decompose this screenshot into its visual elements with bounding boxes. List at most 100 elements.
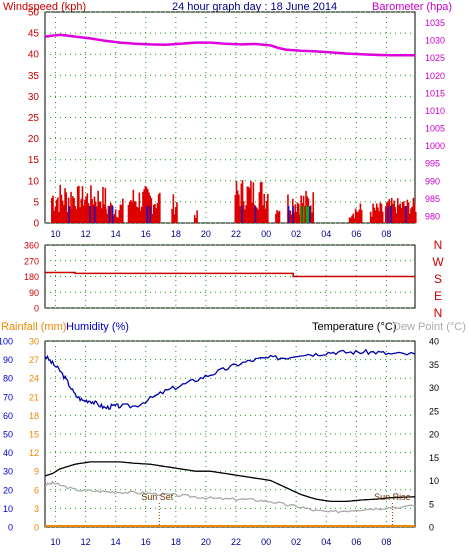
wind-bar	[173, 214, 176, 223]
wind-bar	[404, 206, 406, 223]
wind-bar	[97, 190, 99, 223]
wind-bar	[98, 201, 101, 223]
wind-x-tick-label: 10	[51, 229, 61, 239]
baro-tick-label: 1015	[425, 88, 445, 98]
wind-bar	[350, 217, 352, 223]
wind-bar	[380, 203, 383, 223]
wind-bar	[311, 212, 313, 223]
wind-bar	[372, 203, 374, 223]
wind-bar	[128, 201, 131, 223]
wind-bar	[57, 197, 59, 223]
wind-x-tick-label: 04	[321, 229, 331, 239]
wind-bar	[375, 203, 378, 223]
wind-bar	[78, 185, 80, 223]
wind-bar	[138, 192, 141, 223]
wind-bar	[304, 206, 306, 223]
wind-bar	[265, 200, 268, 223]
wind-bar	[127, 204, 130, 223]
wind-bar	[381, 211, 384, 223]
wind-bar	[242, 201, 245, 223]
wind-bar	[413, 203, 416, 223]
direction-line	[45, 271, 415, 278]
wind-bar	[276, 210, 278, 223]
wind-bar	[74, 205, 77, 223]
wind-bar	[258, 192, 261, 223]
wind-bar	[236, 190, 239, 223]
wind-x-tick-label: 14	[111, 229, 121, 239]
wind-bar	[358, 209, 361, 223]
wind-bar	[251, 202, 253, 223]
wind-bar	[310, 205, 312, 223]
temp-x-tick-label: 14	[111, 537, 121, 547]
direction-tick-label: 0	[34, 304, 39, 314]
barometer-title: Barometer (hpa)	[372, 1, 452, 13]
wind-bar	[54, 206, 57, 223]
wind-bar	[133, 201, 136, 223]
baro-tick-label: 1010	[425, 106, 445, 116]
temp-tick-label: 40	[429, 337, 439, 347]
wind-bar	[72, 196, 74, 223]
wind-bar	[415, 211, 417, 223]
wind-tick-label: 15	[28, 155, 40, 166]
rain-tick-label: 15	[29, 430, 39, 440]
wind-tick-label: 20	[28, 134, 40, 145]
wind-bar	[406, 199, 409, 223]
wind-bar	[399, 203, 401, 223]
temp-tick-label: 10	[429, 476, 439, 486]
wind-bar	[144, 185, 147, 223]
compass-label: N	[434, 238, 443, 252]
wind-bar	[393, 200, 395, 223]
baro-tick-label: 995	[425, 159, 440, 169]
wind-bar	[379, 202, 382, 223]
wind-bar	[378, 211, 380, 223]
temp-x-tick-label: 06	[351, 537, 361, 547]
wind-x-tick-label: 08	[381, 229, 391, 239]
wind-bar	[134, 201, 137, 223]
wind-bar	[143, 189, 145, 223]
temp-x-tick-label: 04	[321, 537, 331, 547]
wind-bar	[411, 206, 413, 223]
baro-tick-label: 1020	[425, 71, 445, 81]
wind-bar	[354, 208, 357, 223]
wind-bar	[388, 199, 391, 223]
wind-bar	[70, 191, 72, 223]
wind-bar	[154, 203, 156, 223]
wind-x-tick-label: 12	[81, 229, 91, 239]
humidity-tick-label: 20	[3, 485, 13, 495]
wind-bar	[373, 207, 376, 223]
humidity-title: Humidity (%)	[66, 321, 129, 333]
wind-bar	[130, 199, 132, 223]
wind-bar	[80, 199, 83, 223]
wind-bar	[289, 210, 292, 223]
wind-bar	[156, 202, 159, 223]
wind-bar	[96, 206, 98, 223]
wind-bar	[114, 209, 117, 223]
wind-tick-label: 0	[33, 219, 39, 230]
wind-bar	[401, 201, 404, 223]
wind-bar	[75, 209, 78, 223]
wind-bar	[136, 206, 138, 223]
wind-bar	[102, 186, 104, 223]
wind-bar	[99, 201, 102, 223]
wind-bar	[239, 206, 241, 223]
wind-bar	[275, 213, 277, 223]
wind-bar	[196, 210, 198, 223]
wind-bar	[52, 195, 54, 223]
wind-bar	[117, 217, 119, 223]
wind-bar	[263, 193, 265, 223]
wind-tick-label: 40	[28, 50, 40, 61]
wind-bar	[73, 198, 75, 223]
wind-bar	[256, 207, 258, 223]
wind-bar	[131, 201, 133, 223]
wind-tick-label: 35	[28, 71, 40, 82]
wind-bar	[395, 213, 398, 223]
wind-bar	[394, 207, 397, 223]
compass-label: W	[432, 255, 444, 269]
wind-bar	[69, 206, 71, 223]
wind-bar	[392, 203, 394, 223]
wind-bar	[115, 216, 118, 223]
wind-bar	[398, 205, 400, 223]
wind-bar	[150, 198, 153, 223]
wind-bar	[84, 199, 86, 223]
